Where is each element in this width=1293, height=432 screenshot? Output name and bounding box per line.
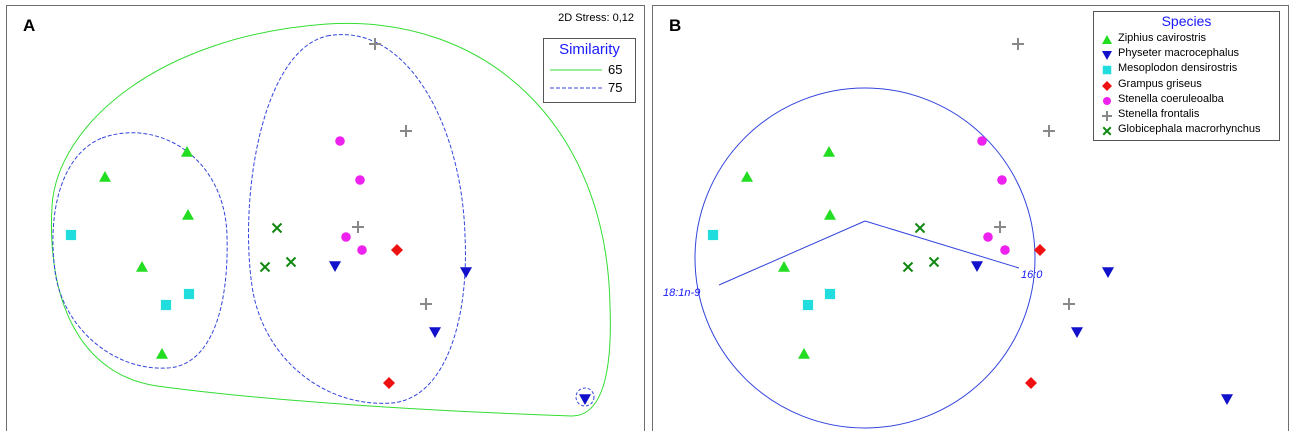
similarity-75-contour-middle <box>248 34 466 404</box>
species-legend-label: Physeter macrocephalus <box>1118 47 1240 60</box>
species-legend-entry-stenella-frontalis: Stenella frontalis <box>1101 108 1279 123</box>
species-legend-label: Ziphius cavirostris <box>1118 32 1207 44</box>
a-point-ziphius-cavirostris-0 <box>181 146 193 157</box>
correlation-circle <box>694 87 1036 429</box>
b-point-stenella-frontalis-12 <box>1043 125 1055 137</box>
plot-b-canvas: 18:1n-9 16:0 <box>663 38 1233 429</box>
vector-label-16-0: 16:0 <box>1021 269 1043 281</box>
b-point-ziphius-cavirostris-1 <box>741 171 753 182</box>
points-a <box>65 38 591 405</box>
a-point-physeter-macrocephalus-24 <box>579 394 591 405</box>
species-legend-entry-mesoplodon-densirostris: Mesoplodon densirostris <box>1101 62 1279 77</box>
a-point-mesoplodon-densirostris-6 <box>183 288 195 300</box>
solid-line-swatch <box>550 69 602 71</box>
mesoplodon-densirostris-marker-icon <box>1102 66 1112 75</box>
b-point-ziphius-cavirostris-3 <box>778 261 790 272</box>
species-legend-entry-stenella-coeruleoalba: Stenella coeruleoalba <box>1101 93 1279 108</box>
a-point-physeter-macrocephalus-23 <box>429 327 441 338</box>
similarity-legend-entry-75: 75 <box>550 80 632 96</box>
panel-b: 18:1n-9 16:0 B Species Ziphius cavirostr… <box>652 5 1289 431</box>
species-legend-label: Grampus griseus <box>1118 77 1202 90</box>
a-point-mesoplodon-densirostris-7 <box>160 299 172 311</box>
b-point-stenella-coeruleoalba-16 <box>997 175 1007 185</box>
b-point-mesoplodon-densirostris-7 <box>802 299 814 311</box>
similarity-75-contour-left <box>52 132 228 369</box>
b-point-physeter-macrocephalus-23 <box>1071 327 1083 338</box>
physeter-macrocephalus-marker-icon <box>1102 51 1112 61</box>
a-point-mesoplodon-densirostris-5 <box>65 229 77 241</box>
b-point-stenella-coeruleoalba-15 <box>977 136 987 146</box>
species-legend-label: Globicephala macrorhynchus <box>1118 123 1261 136</box>
a-point-stenella-frontalis-13 <box>352 221 364 233</box>
b-point-ziphius-cavirostris-2 <box>824 209 836 220</box>
a-point-ziphius-cavirostris-3 <box>136 261 148 272</box>
stenella-coeruleoalba-marker-icon <box>1103 96 1111 105</box>
panel-label-b: B <box>669 16 682 35</box>
b-point-globicephala-macrorhynchus-10 <box>902 261 914 273</box>
vector-16-0 <box>864 220 1020 269</box>
species-legend-entry-grampus-griseus: Grampus griseus <box>1101 78 1279 93</box>
a-point-stenella-coeruleoalba-18 <box>357 245 367 255</box>
grampus-griseus-marker-icon <box>1102 80 1112 91</box>
similarity-legend-label-75: 75 <box>608 80 623 95</box>
b-point-grampus-griseus-19 <box>1034 244 1046 256</box>
b-point-stenella-frontalis-11 <box>1012 38 1024 50</box>
a-point-globicephala-macrorhynchus-9 <box>285 256 297 268</box>
b-point-physeter-macrocephalus-24 <box>1221 394 1233 405</box>
vector-label-18-1n-9: 18:1n-9 <box>663 287 700 299</box>
stress-label: 2D Stress: 0,12 <box>558 12 634 24</box>
similarity-65-contour <box>50 22 611 417</box>
b-point-physeter-macrocephalus-21 <box>971 261 983 272</box>
b-point-mesoplodon-densirostris-5 <box>707 229 719 241</box>
a-point-globicephala-macrorhynchus-10 <box>259 261 271 273</box>
a-point-stenella-coeruleoalba-17 <box>341 232 351 242</box>
b-point-physeter-macrocephalus-22 <box>1102 267 1114 278</box>
a-point-stenella-frontalis-12 <box>400 125 412 137</box>
stenella-frontalis-marker-icon <box>1102 111 1112 121</box>
b-point-ziphius-cavirostris-0 <box>823 146 835 157</box>
a-point-ziphius-cavirostris-1 <box>99 171 111 182</box>
species-legend-label: Stenella frontalis <box>1118 108 1200 120</box>
species-legend-entry-globicephala-macrorhynchus: Globicephala macrorhynchus <box>1101 123 1279 138</box>
points-b <box>707 38 1233 405</box>
b-point-stenella-coeruleoalba-17 <box>983 232 993 242</box>
b-point-stenella-frontalis-13 <box>994 221 1006 233</box>
species-legend-entry-physeter-macrocephalus: Physeter macrocephalus <box>1101 47 1279 62</box>
a-point-stenella-coeruleoalba-15 <box>335 136 345 146</box>
dashed-line-swatch <box>550 87 602 89</box>
panel-label-a: A <box>23 16 36 35</box>
species-legend-label: Mesoplodon densirostris <box>1118 62 1238 75</box>
species-legend-label: Stenella coeruleoalba <box>1118 92 1224 105</box>
species-legend-title: Species <box>1161 13 1212 29</box>
a-point-stenella-coeruleoalba-16 <box>355 175 365 185</box>
b-point-globicephala-macrorhynchus-9 <box>928 256 940 268</box>
similarity-legend: Similarity 65 75 <box>543 38 636 103</box>
a-point-grampus-griseus-20 <box>383 377 395 389</box>
a-point-physeter-macrocephalus-22 <box>460 267 472 278</box>
globicephala-macrorhynchus-marker-icon <box>1102 126 1112 136</box>
ziphius-cavirostris-marker-icon <box>1102 35 1112 44</box>
a-point-globicephala-macrorhynchus-8 <box>271 222 283 234</box>
similarity-legend-label-65: 65 <box>608 62 623 77</box>
a-point-grampus-griseus-19 <box>391 244 403 256</box>
species-legend-entry-ziphius-cavirostris: Ziphius cavirostris <box>1101 32 1279 47</box>
similarity-legend-entry-65: 65 <box>550 62 632 78</box>
a-point-physeter-macrocephalus-21 <box>329 261 341 272</box>
vector-18-1n-9 <box>718 220 866 286</box>
a-point-stenella-frontalis-11 <box>369 38 381 50</box>
plot-a-canvas <box>50 22 611 417</box>
a-point-stenella-frontalis-14 <box>420 298 432 310</box>
b-point-grampus-griseus-20 <box>1025 377 1037 389</box>
b-point-mesoplodon-densirostris-6 <box>824 288 836 300</box>
b-point-stenella-coeruleoalba-18 <box>1000 245 1010 255</box>
panel-a: A 2D Stress: 0,12 Similarity 65 75 <box>6 5 645 431</box>
b-point-ziphius-cavirostris-4 <box>798 348 810 359</box>
similarity-legend-title: Similarity <box>559 41 620 58</box>
b-point-globicephala-macrorhynchus-8 <box>914 222 926 234</box>
a-point-ziphius-cavirostris-2 <box>182 209 194 220</box>
similarity-75-contour-right <box>575 387 595 407</box>
species-legend: Species Ziphius cavirostris Physeter macr… <box>1093 11 1280 141</box>
b-point-stenella-frontalis-14 <box>1063 298 1075 310</box>
a-point-ziphius-cavirostris-4 <box>156 348 168 359</box>
